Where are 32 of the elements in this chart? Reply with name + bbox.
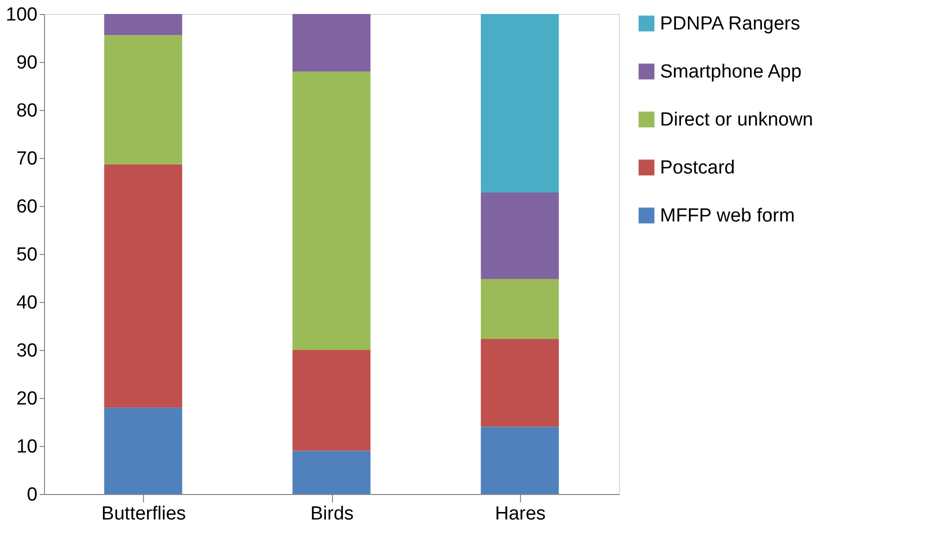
bar <box>480 426 559 494</box>
bar <box>292 14 370 72</box>
y-tick-label: 40 <box>16 292 38 314</box>
legend-label: PDNPA Rangers <box>660 14 800 34</box>
y-tick-label: 100 <box>6 4 38 26</box>
bar <box>480 338 559 427</box>
bar <box>292 72 370 350</box>
y-tick-label: 80 <box>16 100 38 122</box>
y-tick-label: 10 <box>16 436 38 458</box>
y-tick-label: 0 <box>26 484 38 506</box>
y-tick-label: 60 <box>16 196 38 218</box>
y-tick-label: 30 <box>16 340 38 362</box>
legend-label: Postcard <box>660 158 735 178</box>
bar <box>292 450 370 494</box>
bar <box>104 408 182 494</box>
legend-label: MFFP web form <box>660 206 795 226</box>
bar <box>292 350 370 451</box>
x-tick-label: Butterflies <box>101 504 186 524</box>
x-tick-label: Birds <box>310 504 354 524</box>
bar <box>480 278 559 339</box>
legend-label: Smartphone App <box>660 62 802 82</box>
bar <box>104 164 182 408</box>
bar <box>480 14 559 193</box>
x-tick-label: Hares <box>494 504 546 524</box>
legend-label: Direct or unknown <box>660 110 814 130</box>
y-tick-label: 20 <box>16 388 38 410</box>
y-tick-label: 90 <box>16 52 38 74</box>
bar <box>104 35 182 164</box>
y-tick-label: 70 <box>16 148 38 170</box>
y-tick-label: 50 <box>16 244 38 266</box>
bar <box>104 14 182 36</box>
bar <box>480 192 559 279</box>
